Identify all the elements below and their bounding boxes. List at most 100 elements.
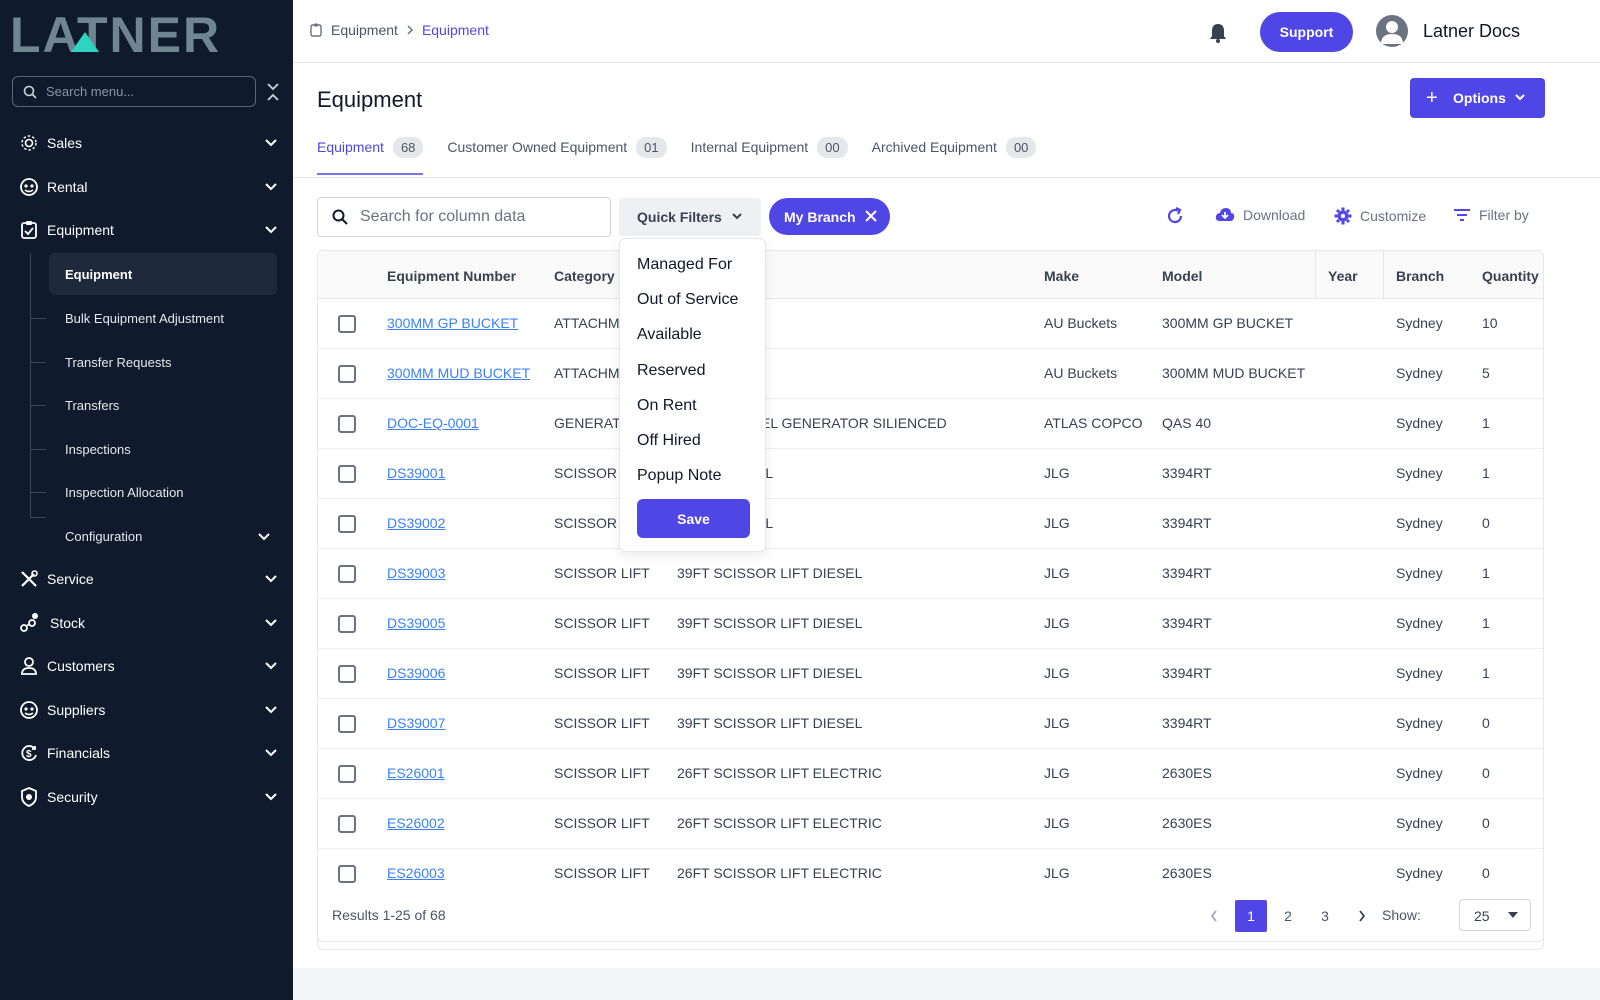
filter-option-on-rent[interactable]: On Rent bbox=[637, 397, 697, 414]
column-header[interactable]: Model bbox=[1162, 268, 1203, 284]
column-header[interactable]: Year bbox=[1328, 268, 1358, 284]
page-1-button[interactable]: 1 bbox=[1235, 900, 1267, 932]
equipment-number-link[interactable]: DS39002 bbox=[387, 515, 446, 531]
filter-option-managed-for[interactable]: Managed For bbox=[637, 256, 733, 273]
row-checkbox[interactable] bbox=[338, 465, 356, 483]
bell-icon[interactable] bbox=[1208, 22, 1228, 44]
top-bar: Equipment Equipment Support Latner Docs bbox=[293, 0, 1600, 63]
filter-option-reserved[interactable]: Reserved bbox=[637, 362, 706, 379]
user-name[interactable]: Latner Docs bbox=[1423, 21, 1521, 41]
table-row[interactable]: DOC-EQ-0001 GENERATO PHASE DIESEL GENERATO… bbox=[318, 399, 1543, 449]
filter-option-off-hired[interactable]: Off Hired bbox=[637, 432, 701, 449]
tab-equipment[interactable]: Equipment 68 bbox=[317, 135, 424, 175]
row-checkbox[interactable] bbox=[338, 415, 356, 433]
avatar[interactable] bbox=[1376, 15, 1408, 47]
latner-logo[interactable]: LATNER bbox=[10, 8, 280, 58]
page-3-button[interactable]: 3 bbox=[1321, 908, 1329, 924]
download-button[interactable]: Download bbox=[1215, 207, 1305, 223]
my-branch-chip[interactable]: My Branch bbox=[769, 198, 890, 235]
breadcrumb-item[interactable]: Equipment bbox=[331, 22, 398, 38]
sidebar-item-sales[interactable]: Sales bbox=[0, 125, 293, 161]
sidebar-item-equipment[interactable]: Equipment bbox=[0, 212, 293, 248]
page-size-select[interactable]: 25 bbox=[1459, 899, 1531, 931]
tab-archived-equipment[interactable]: Archived Equipment 00 bbox=[872, 135, 1037, 159]
sidebar-item-suppliers[interactable]: Suppliers bbox=[0, 692, 293, 728]
column-header[interactable]: Make bbox=[1044, 268, 1080, 284]
filter-option-popup-note[interactable]: Popup Note bbox=[637, 467, 722, 484]
equipment-number-link[interactable]: 300MM MUD BUCKET bbox=[387, 365, 531, 381]
sidebar-item-financials[interactable]: $ Financials bbox=[0, 735, 293, 771]
collapse-icon[interactable] bbox=[266, 82, 280, 102]
breadcrumb-current[interactable]: Equipment bbox=[421, 22, 489, 38]
table-row[interactable]: 300MM MUD BUCKETATTACHMBUCKETAU Buckets3… bbox=[318, 349, 1543, 399]
prev-page-button[interactable] bbox=[1198, 900, 1230, 932]
page-2-button[interactable]: 2 bbox=[1284, 908, 1292, 924]
equipment-number-link[interactable]: DS39003 bbox=[387, 565, 446, 581]
row-checkbox[interactable] bbox=[338, 515, 356, 533]
support-button[interactable]: Support bbox=[1260, 12, 1353, 52]
table-row[interactable]: DS39006 SCISSOR LIFT 39FT SCISSOR LIFT DIE… bbox=[318, 649, 1543, 699]
column-header[interactable]: Category bbox=[554, 268, 615, 284]
quick-filters-button[interactable]: Quick Filters bbox=[619, 198, 761, 236]
sidebar-item-customers[interactable]: Customers bbox=[0, 648, 293, 684]
equipment-number-link[interactable]: DS39005 bbox=[387, 615, 446, 631]
row-checkbox[interactable] bbox=[338, 365, 356, 383]
save-button[interactable]: Save bbox=[637, 499, 750, 538]
filter-by-button[interactable]: Filter by bbox=[1453, 207, 1529, 223]
refresh-button[interactable] bbox=[1165, 206, 1193, 226]
column-separator[interactable] bbox=[1315, 251, 1316, 299]
sidebar-item-rental[interactable]: Rental bbox=[0, 169, 293, 205]
column-header[interactable]: Branch bbox=[1396, 268, 1445, 284]
column-header[interactable]: Equipment Number bbox=[387, 268, 517, 284]
sidebar-item-security[interactable]: Security bbox=[0, 779, 293, 815]
table-row[interactable]: DS39005 SCISSOR LIFT 39FT SCISSOR LIFT DIE… bbox=[318, 599, 1543, 649]
row-checkbox[interactable] bbox=[338, 665, 356, 683]
table-row[interactable]: ES26002 SCISSOR LIFT 26FT SCISSOR LIFT ELE… bbox=[318, 799, 1543, 849]
table-row[interactable]: DS39003 SCISSOR LIFT 39FT SCISSOR LIFT DIE… bbox=[318, 549, 1543, 599]
table-search-input[interactable] bbox=[360, 208, 600, 226]
count-badge: 68 bbox=[392, 136, 424, 158]
column-separator[interactable] bbox=[1383, 251, 1384, 299]
sidebar-search[interactable] bbox=[12, 76, 256, 107]
table-search[interactable] bbox=[317, 197, 611, 237]
equipment-number-link[interactable]: DS39006 bbox=[387, 665, 446, 681]
customize-button[interactable]: Customize bbox=[1334, 207, 1426, 225]
row-checkbox[interactable] bbox=[338, 815, 356, 833]
equipment-number-link[interactable]: DOC-EQ-0001 bbox=[387, 415, 479, 431]
table-row[interactable]: DS39007 SCISSOR LIFT 39FT SCISSOR LIFT DIE… bbox=[318, 699, 1543, 749]
sidebar-subitem-inspection-allocation[interactable]: Inspection Allocation bbox=[49, 471, 277, 513]
row-checkbox[interactable] bbox=[338, 865, 356, 883]
sidebar-subitem-transfer-requests[interactable]: Transfer Requests bbox=[49, 341, 277, 383]
row-checkbox[interactable] bbox=[338, 765, 356, 783]
next-page-button[interactable] bbox=[1346, 900, 1378, 932]
equipment-number-link[interactable]: ES26003 bbox=[387, 865, 445, 881]
sidebar-subitem-bulk-adjustment[interactable]: Bulk Equipment Adjustment bbox=[49, 297, 277, 339]
row-checkbox[interactable] bbox=[338, 315, 356, 333]
sidebar-subitem-configuration[interactable]: Configuration bbox=[49, 515, 277, 557]
sidebar-item-stock[interactable]: Stock bbox=[0, 605, 293, 641]
sidebar-subitem-equipment[interactable]: Equipment bbox=[49, 253, 277, 295]
tab-internal-equipment[interactable]: Internal Equipment 00 bbox=[691, 135, 848, 159]
sidebar-subitem-transfers[interactable]: Transfers bbox=[49, 384, 277, 426]
sidebar-search-input[interactable] bbox=[46, 84, 236, 99]
equipment-number-link[interactable]: DS39001 bbox=[387, 465, 446, 481]
table-row[interactable]: ES26001 SCISSOR LIFT 26FT SCISSOR LIFT ELE… bbox=[318, 749, 1543, 799]
table-row[interactable]: 300MM GP BUCKETATTACHMUCKETAU Buckets300… bbox=[318, 299, 1543, 349]
sidebar-subitem-inspections[interactable]: Inspections bbox=[49, 428, 277, 470]
equipment-number-link[interactable]: ES26002 bbox=[387, 815, 445, 831]
tab-customer-owned-equipment[interactable]: Customer Owned Equipment 01 bbox=[447, 135, 667, 159]
equipment-number-link[interactable]: 300MM GP BUCKET bbox=[387, 315, 519, 331]
row-checkbox[interactable] bbox=[338, 615, 356, 633]
equipment-number-link[interactable]: ES26001 bbox=[387, 765, 445, 781]
sidebar-item-service[interactable]: Service bbox=[0, 561, 293, 597]
options-button[interactable]: + Options bbox=[1410, 78, 1545, 118]
close-icon[interactable] bbox=[865, 210, 877, 222]
row-checkbox[interactable] bbox=[338, 565, 356, 583]
filter-option-out-of-service[interactable]: Out of Service bbox=[637, 291, 739, 308]
column-header[interactable]: Quantity bbox=[1482, 268, 1539, 284]
row-checkbox[interactable] bbox=[338, 715, 356, 733]
filter-option-available[interactable]: Available bbox=[637, 326, 702, 343]
equipment-number-link[interactable]: DS39007 bbox=[387, 715, 446, 731]
